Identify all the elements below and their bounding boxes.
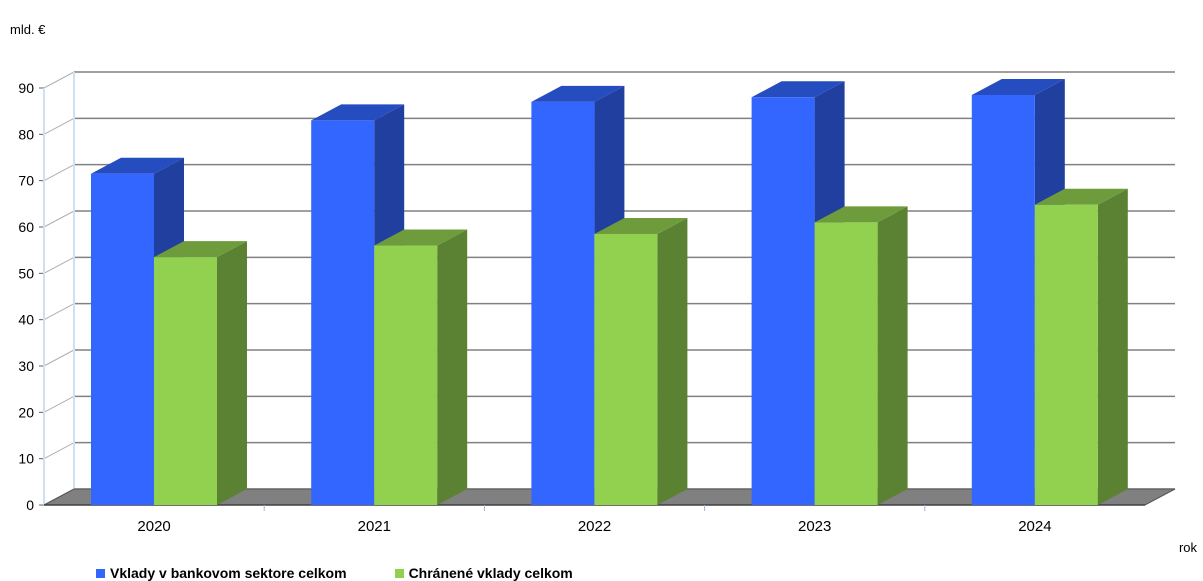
legend-item-series-2: Chránené vklady celkom: [394, 565, 573, 581]
bar-top-1-2021: [311, 104, 405, 121]
legend-label-series-2: Chránené vklady celkom: [408, 565, 573, 581]
legend-item-series-1: Vklady v bankovom sektore celkom: [96, 565, 347, 581]
gridline-side: [43, 349, 75, 367]
y-tick-label: 50: [18, 265, 34, 281]
plot-area: 0 10 20 30 40 50 60 70 80 90 2020 2021 2022 2023 2024: [18, 71, 1176, 535]
y-tick-label: 20: [18, 404, 34, 420]
bar-series-2-2020: [154, 257, 217, 505]
bar-top-1-2020: [91, 157, 184, 174]
bar-side-2-2020: [217, 241, 247, 505]
bar-series-1-2020: [91, 173, 154, 505]
bar-top-2-2020: [154, 241, 247, 258]
y-axis-unit-label: mld. €: [10, 22, 46, 37]
y-tick-label: 40: [18, 312, 34, 328]
legend-label-series-1: Vklady v bankovom sektore celkom: [110, 565, 347, 581]
legend-swatch-series-2: [394, 568, 404, 578]
x-tick-label: 2020: [137, 518, 170, 535]
gridline-side: [43, 164, 75, 182]
gridline-side: [43, 256, 75, 274]
x-axis-label: rok: [1178, 540, 1197, 555]
bar-top-1-2023: [751, 81, 845, 98]
bar-series-1-2022: [531, 101, 595, 506]
bar-series-2-2023: [814, 222, 878, 505]
bar-top-2-2021: [374, 229, 468, 246]
gridline-side: [43, 303, 75, 321]
legend-swatch-series-1: [96, 568, 105, 578]
bar-top-2-2024: [1034, 188, 1128, 205]
bar-side-2-2021: [437, 229, 468, 506]
gridline-side: [43, 210, 75, 228]
bar-series-1-2021: [311, 120, 375, 505]
x-tick-label: 2023: [798, 518, 831, 535]
y-tick-label: 60: [18, 219, 34, 235]
y-tick-label: 80: [18, 126, 34, 142]
bar-side-2-2022: [657, 217, 688, 505]
gridline-side: [43, 71, 75, 89]
bar-series-1-2023: [751, 97, 815, 506]
bar-series-1-2024: [971, 94, 1035, 505]
x-tick-label: 2024: [1018, 518, 1051, 535]
bar-top-1-2024: [971, 78, 1065, 95]
bar-series-2-2022: [594, 233, 658, 505]
y-tick-label: 10: [18, 451, 34, 467]
bar-top-2-2022: [594, 217, 688, 234]
gridline-side: [43, 117, 75, 135]
bar-top-1-2022: [531, 85, 625, 102]
legend: Vklady v bankovom sektore celkom Chránen…: [96, 565, 573, 581]
y-tick-label: 90: [18, 80, 34, 96]
bar-series-2-2021: [374, 245, 438, 506]
y-tick-label: 0: [26, 497, 34, 513]
y-tick-label: 30: [18, 358, 34, 374]
bar-side-2-2023: [877, 206, 908, 505]
y-tick-label: 70: [18, 173, 34, 189]
gridline-side: [43, 442, 75, 460]
bar-series-2-2024: [1034, 204, 1098, 505]
x-tick-label: 2021: [358, 518, 391, 535]
x-tick-label: 2022: [578, 518, 611, 535]
gridline-side: [43, 395, 75, 413]
bar-top-2-2023: [814, 206, 908, 223]
bar-side-2-2024: [1097, 188, 1128, 505]
